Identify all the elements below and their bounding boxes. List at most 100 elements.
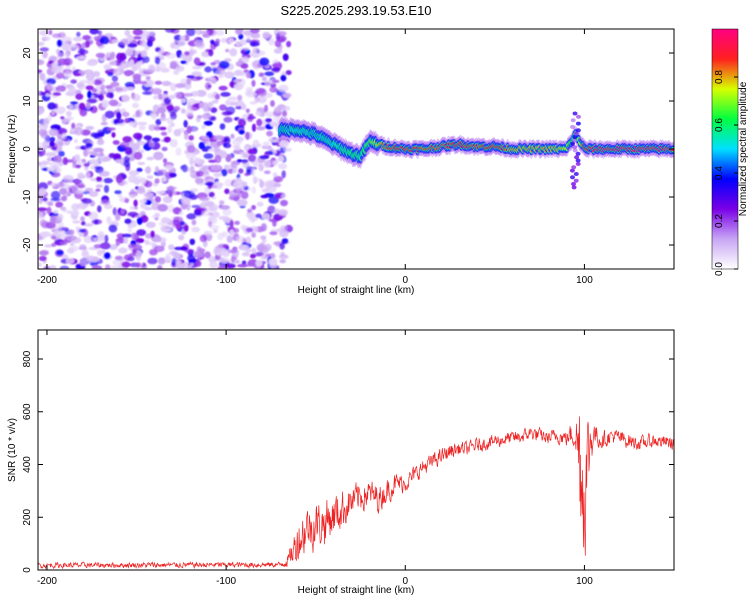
- noise-blob: [140, 202, 148, 209]
- noise-blob: [204, 181, 215, 186]
- noise-blob: [65, 49, 72, 56]
- noise-blob: [251, 205, 256, 210]
- noise-blob: [109, 53, 115, 60]
- noise-blob: [83, 162, 90, 167]
- noise-blob: [237, 263, 248, 268]
- noise-blob: [53, 229, 64, 237]
- noise-blob: [266, 130, 273, 137]
- spectrogram-x-ticks: -200 -100 0 100: [37, 29, 593, 286]
- noise-blob: [215, 251, 224, 256]
- noise-blob: [129, 206, 135, 210]
- noise-blob: [282, 92, 292, 98]
- noise-blob: [236, 199, 248, 207]
- noise-blob: [55, 85, 67, 92]
- noise-blob: [204, 251, 211, 259]
- noise-blob: [79, 244, 87, 250]
- noise-blob: [265, 118, 273, 123]
- noise-blob: [167, 125, 173, 134]
- noise-blob: [57, 58, 68, 66]
- noise-blob: [259, 57, 270, 66]
- colorbar-tick-label: 0.6: [714, 118, 725, 132]
- noise-blob: [280, 74, 287, 82]
- noise-blob: [247, 148, 256, 155]
- noise-blob: [95, 184, 104, 188]
- noise-blob: [44, 244, 54, 248]
- noise-blob: [168, 94, 175, 100]
- noise-blob: [229, 48, 238, 57]
- noise-blob: [77, 174, 87, 179]
- noise-blob: [106, 216, 112, 225]
- noise-blob: [222, 142, 227, 148]
- noise-blob: [178, 234, 185, 241]
- noise-blob: [47, 114, 53, 122]
- noise-blob: [175, 147, 182, 156]
- noise-blob: [45, 152, 56, 157]
- noise-blob: [188, 259, 197, 263]
- noise-blob: [168, 191, 173, 199]
- noise-blob: [215, 38, 221, 44]
- noise-blob: [151, 137, 161, 142]
- noise-blob: [259, 179, 265, 189]
- noise-blob: [150, 230, 155, 238]
- noise-blob: [231, 139, 243, 146]
- noise-blob: [227, 168, 234, 174]
- noise-blob: [63, 70, 73, 79]
- figure-title: S225.2025.293.19.53.E10: [280, 3, 431, 18]
- noise-blob: [269, 82, 277, 88]
- noise-blob: [46, 157, 54, 162]
- noise-blob: [157, 49, 165, 56]
- noise-blob: [64, 118, 71, 123]
- noise-blob: [186, 77, 192, 85]
- noise-blob: [85, 142, 93, 148]
- noise-blob: [67, 185, 78, 193]
- noise-blob: [44, 36, 51, 41]
- noise-blob: [241, 252, 250, 257]
- noise-blob: [160, 217, 171, 224]
- noise-blob: [274, 39, 282, 48]
- noise-blob: [39, 219, 47, 227]
- noise-blob: [57, 127, 68, 135]
- noise-blob: [39, 30, 49, 36]
- noise-blob: [56, 249, 64, 256]
- noise-blob: [50, 190, 61, 200]
- noise-blob: [72, 220, 81, 224]
- noise-blob: [222, 244, 229, 249]
- ridge-smear: [570, 141, 576, 146]
- noise-blob: [78, 102, 86, 111]
- noise-blob: [187, 265, 193, 269]
- noise-blob: [232, 169, 237, 174]
- noise-blob: [60, 195, 68, 202]
- spectrogram-x-tick-label: 100: [576, 275, 593, 286]
- noise-blob: [239, 151, 247, 156]
- noise-blob: [258, 72, 265, 78]
- noise-blob: [63, 174, 74, 181]
- noise-blob: [220, 37, 229, 43]
- noise-blob: [170, 82, 177, 92]
- snr-y-axis-label: SNR (10 * v/v): [7, 418, 18, 482]
- noise-blob: [251, 247, 257, 253]
- noise-blob: [184, 248, 195, 254]
- noise-blob: [136, 121, 148, 126]
- noise-blob: [189, 238, 196, 245]
- noise-blob: [101, 99, 109, 108]
- noise-blob: [123, 237, 129, 244]
- noise-blob: [85, 101, 91, 110]
- noise-blob: [89, 158, 98, 165]
- noise-blob: [248, 154, 257, 163]
- noise-blob: [157, 265, 163, 269]
- noise-blob: [236, 60, 244, 66]
- noise-blob: [61, 132, 67, 140]
- noise-blob: [170, 112, 177, 120]
- noise-blob: [268, 258, 278, 266]
- noise-blob: [158, 117, 168, 122]
- noise-blob: [145, 76, 151, 80]
- snr-x-tick-label: 100: [576, 576, 593, 587]
- noise-blob: [236, 159, 243, 163]
- ridge-smear: [576, 114, 581, 119]
- noise-blob: [86, 79, 96, 85]
- noise-blob: [203, 120, 213, 126]
- noise-blob: [58, 150, 65, 157]
- ridge-smear: [570, 175, 575, 180]
- noise-blob: [222, 208, 232, 216]
- noise-blob: [210, 107, 218, 113]
